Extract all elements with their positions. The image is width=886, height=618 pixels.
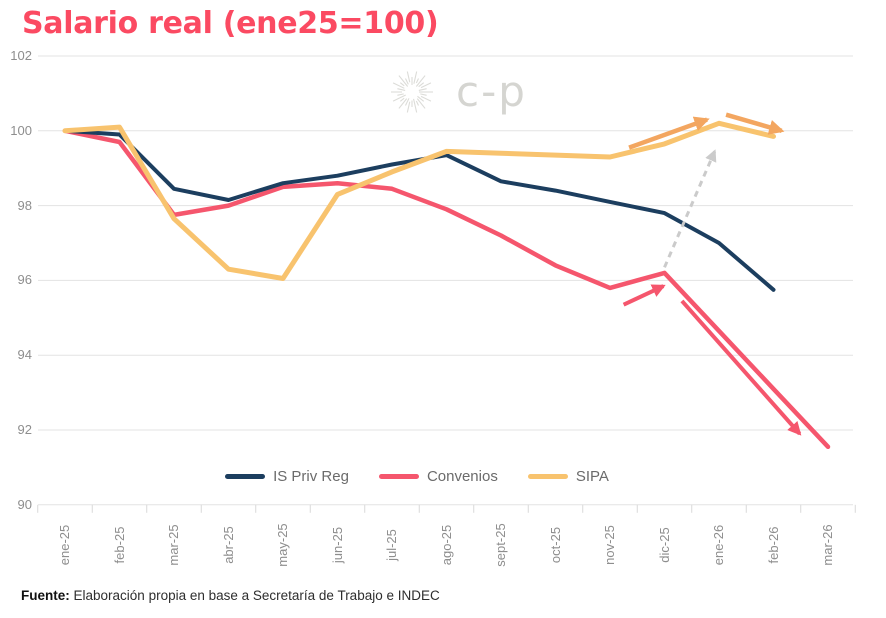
legend-item-sipa: SIPA [527, 468, 609, 485]
legend-swatch [378, 474, 419, 479]
legend-swatch [527, 474, 568, 479]
y-axis-tick-label: 102 [10, 48, 32, 63]
legend: IS Priv Reg Convenios SIPA [0, 468, 860, 485]
x-axis-tick-label: abr-25 [220, 526, 236, 564]
x-axis-tick-label: nov-25 [602, 525, 617, 565]
legend-swatch [225, 474, 266, 479]
legend-label: IS Priv Reg [273, 468, 349, 485]
legend-item-is-priv-reg: IS Priv Reg [225, 468, 349, 485]
x-axis-tick-label: mar-25 [166, 524, 181, 566]
x-axis-tick-label: may-25 [275, 523, 290, 567]
chart-title: Salario real (ene25=100) [22, 6, 439, 41]
x-axis-tick-label: dic-25 [656, 527, 672, 563]
y-axis-tick-label: 96 [17, 272, 32, 288]
annotation-convenios-to-sipa-jump-arrow [663, 149, 717, 268]
y-axis-tick-label: 98 [17, 197, 32, 213]
series-line-sipa [62, 120, 776, 281]
y-axis-tick-label: 94 [17, 347, 32, 363]
sunburst-icon [391, 71, 433, 113]
source-note: Fuente: Elaboración propia en base a Sec… [21, 588, 440, 603]
annotation-convenios-uptick-arrow [622, 284, 666, 307]
x-axis-tick-label: mar-26 [820, 524, 835, 566]
watermark: c-p [382, 62, 527, 122]
legend-label: SIPA [575, 468, 609, 485]
series-line-convenios [62, 128, 831, 450]
watermark-text: c-p [456, 67, 527, 116]
x-axis-tick-label: jun-25 [329, 526, 345, 564]
annotation-sipa-rise-arrow [628, 116, 710, 150]
x-axis-tick-label: feb-25 [111, 526, 127, 564]
x-axis-tick-label: sept-25 [493, 523, 508, 567]
x-axis-tick-label: ene-26 [711, 524, 726, 566]
y-axis-tick-label: 100 [10, 122, 32, 138]
y-axis-tick-label: 90 [17, 496, 32, 512]
x-axis-tick-label: jul-25 [384, 529, 399, 561]
legend-item-convenios: Convenios [378, 468, 498, 485]
annotation-convenios-plunge-arrow [680, 299, 802, 436]
x-axis-tick-label: ene-25 [57, 524, 72, 566]
source-label: Fuente: [21, 588, 70, 603]
x-axis-tick-label: ago-25 [438, 524, 454, 566]
x-axis-tick-label: oct-25 [547, 526, 563, 564]
legend-label: Convenios [426, 468, 498, 485]
y-axis-tick-label: 92 [17, 422, 32, 437]
annotation-sipa-continue-arrow [725, 112, 785, 135]
x-axis-tick-label: feb-26 [765, 526, 781, 564]
source-text: Elaboración propia en base a Secretaría … [73, 588, 440, 603]
